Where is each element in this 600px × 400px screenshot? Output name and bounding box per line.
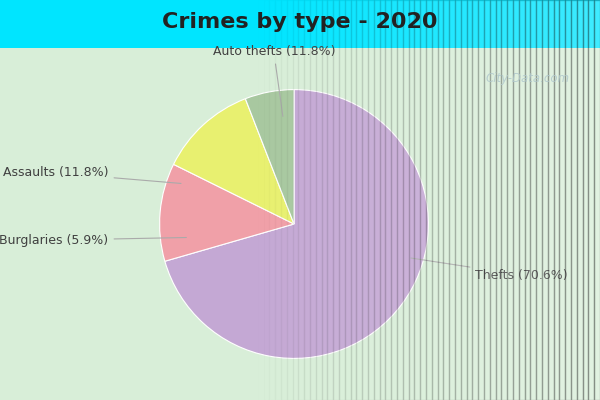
Text: Thefts (70.6%): Thefts (70.6%) xyxy=(411,258,568,282)
Wedge shape xyxy=(245,90,294,224)
Text: Assaults (11.8%): Assaults (11.8%) xyxy=(3,166,181,184)
Text: Burglaries (5.9%): Burglaries (5.9%) xyxy=(0,234,187,247)
Wedge shape xyxy=(173,99,294,224)
Text: Auto thefts (11.8%): Auto thefts (11.8%) xyxy=(212,46,335,116)
Text: Crimes by type - 2020: Crimes by type - 2020 xyxy=(162,12,438,32)
Wedge shape xyxy=(165,90,428,358)
Wedge shape xyxy=(160,164,294,261)
Text: City-Data.com: City-Data.com xyxy=(486,72,570,85)
